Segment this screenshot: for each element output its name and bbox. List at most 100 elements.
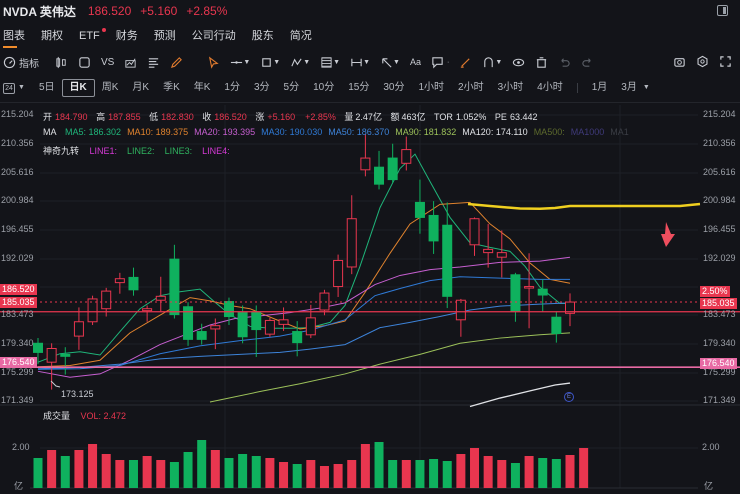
pattern-tool-button[interactable]: ▼ [290, 53, 310, 71]
indicator-button[interactable]: 指标 [3, 53, 39, 71]
period-3h[interactable]: 3小时 [497, 82, 524, 93]
period-1month[interactable]: 1月 [591, 82, 608, 93]
fib-tool-button[interactable]: ▼ [320, 53, 340, 71]
price-axis-label: 179.340 [703, 338, 736, 348]
brush-button[interactable] [459, 53, 472, 71]
cursor-icon [209, 56, 219, 69]
chevron-down-icon: ▼ [642, 84, 650, 91]
trash-icon [537, 56, 547, 68]
compare-button[interactable]: VS [101, 53, 114, 71]
price-axis-label: 196.455 [703, 224, 736, 234]
delete-button[interactable] [535, 53, 548, 71]
range-dropdown[interactable]: 24 ▼ [0, 79, 32, 97]
period-3min[interactable]: 3分 [253, 82, 270, 93]
period-weekly[interactable]: 周K [101, 82, 119, 93]
period-quarterly[interactable]: 季K [163, 82, 180, 93]
toolbar-right [663, 52, 732, 70]
turnover-value: 1.052% [455, 112, 487, 122]
candle-style-icon [56, 56, 66, 68]
line-tool-button[interactable]: ▼ [230, 53, 250, 71]
measure-tool-button[interactable]: ▼ [350, 53, 370, 71]
jiuzhuan-line-item: LINE4: [202, 146, 230, 156]
tab-corporate-actions[interactable]: 公司行动 [189, 28, 239, 48]
cursor-button[interactable] [207, 53, 220, 71]
open-label: 开 [43, 112, 53, 122]
popout-window-icon[interactable] [717, 5, 728, 16]
period-30min[interactable]: 30分 [383, 82, 405, 93]
gauge-icon [3, 56, 16, 68]
ma-legend-item: MA1 [610, 127, 629, 137]
tab-label: 预测 [153, 30, 176, 42]
open-value: 184.790 [55, 112, 88, 122]
tab-financials[interactable]: 财务 [113, 28, 141, 48]
period-daily[interactable]: 日K [61, 79, 95, 97]
magnet-button[interactable]: ▼ [482, 53, 502, 71]
tab-forecast[interactable]: 预测 [151, 28, 179, 48]
pencil-icon [171, 56, 183, 68]
volume-axis-left: 2.00 [12, 442, 30, 452]
period-yearly[interactable]: 年K [193, 82, 211, 93]
arrow-tool-button[interactable]: ▼ [380, 53, 400, 71]
price-axis-label: 175.299 [1, 367, 34, 377]
tab-chart[interactable]: 图表 [0, 28, 28, 48]
visibility-button[interactable] [512, 53, 525, 71]
price-axis-label: 192.029 [703, 253, 736, 263]
period-10min[interactable]: 10分 [313, 82, 335, 93]
layout-button[interactable] [78, 53, 91, 71]
tab-label: 公司行动 [191, 30, 236, 42]
period-1h[interactable]: 1小时 [418, 82, 445, 93]
indicator-label: 指标 [19, 58, 39, 70]
tab-options[interactable]: 期权 [38, 28, 66, 48]
price-axis-label: 200.984 [1, 195, 34, 205]
brush-icon [461, 57, 470, 68]
volume-unit-right: 亿 [704, 481, 714, 491]
period-15min[interactable]: 15分 [348, 82, 370, 93]
event-marker-icon[interactable]: E [564, 392, 574, 402]
period-5d[interactable]: 5日 [38, 82, 55, 93]
square-icon [79, 56, 90, 68]
low-marker-label: 173.125 [61, 389, 94, 399]
vs-label: VS [101, 56, 115, 68]
period-5min[interactable]: 5分 [283, 82, 300, 93]
period-2h[interactable]: 2小时 [458, 82, 484, 93]
undo-button[interactable] [558, 53, 571, 71]
text-tool-button[interactable]: Aa [410, 53, 421, 71]
period-3month-label: 3月 [621, 82, 637, 93]
amount-value: 463亿 [401, 112, 426, 122]
tab-label: 股东 [251, 30, 274, 42]
calendar-icon: 24 [3, 82, 15, 94]
redo-icon [582, 57, 591, 67]
divider [576, 83, 578, 93]
period-3month-dropdown[interactable]: 3月 ▼ [614, 79, 657, 97]
text-lines-button[interactable] [147, 53, 160, 71]
price-axis-label: 183.473 [1, 309, 34, 319]
fullscreen-button[interactable] [719, 52, 732, 70]
settings-button[interactable] [696, 52, 709, 70]
chart-draw-icon [125, 58, 136, 68]
period-1min[interactable]: 1分 [224, 82, 240, 93]
pencil-button[interactable] [170, 53, 183, 71]
price-line-tag-right: 185.035 [700, 298, 737, 309]
shape-tool-button[interactable]: ▼ [260, 53, 280, 71]
tab-shareholders[interactable]: 股东 [249, 28, 277, 48]
ma-legend-item: MA500: [533, 127, 565, 137]
camera-icon [674, 57, 685, 67]
quote-header: NVDA 英伟达 186.520 +5.160 +2.85% [0, 0, 740, 22]
chart-draw-button[interactable] [124, 53, 137, 71]
candle-style-button[interactable] [55, 53, 68, 71]
redo-button[interactable] [581, 53, 594, 71]
tab-profile[interactable]: 简况 [287, 28, 315, 48]
screenshot-button[interactable] [673, 52, 686, 70]
tab-label: 简况 [289, 30, 312, 42]
close-label: 收 [202, 112, 212, 122]
period-monthly[interactable]: 月K [132, 82, 150, 93]
ma-legend-item: MA50: 186.370 [328, 127, 390, 137]
undo-icon [561, 57, 570, 67]
tab-etf[interactable]: ETF [76, 28, 106, 48]
period-4h[interactable]: 4小时 [537, 82, 563, 93]
tab-label: 期权 [41, 30, 63, 42]
main-tabs: 图表 期权 ETF 财务 预测 公司行动 股东 简况 [0, 28, 325, 48]
text-tool-icon: Aa [409, 57, 421, 67]
comment-button[interactable]: · [431, 53, 449, 71]
